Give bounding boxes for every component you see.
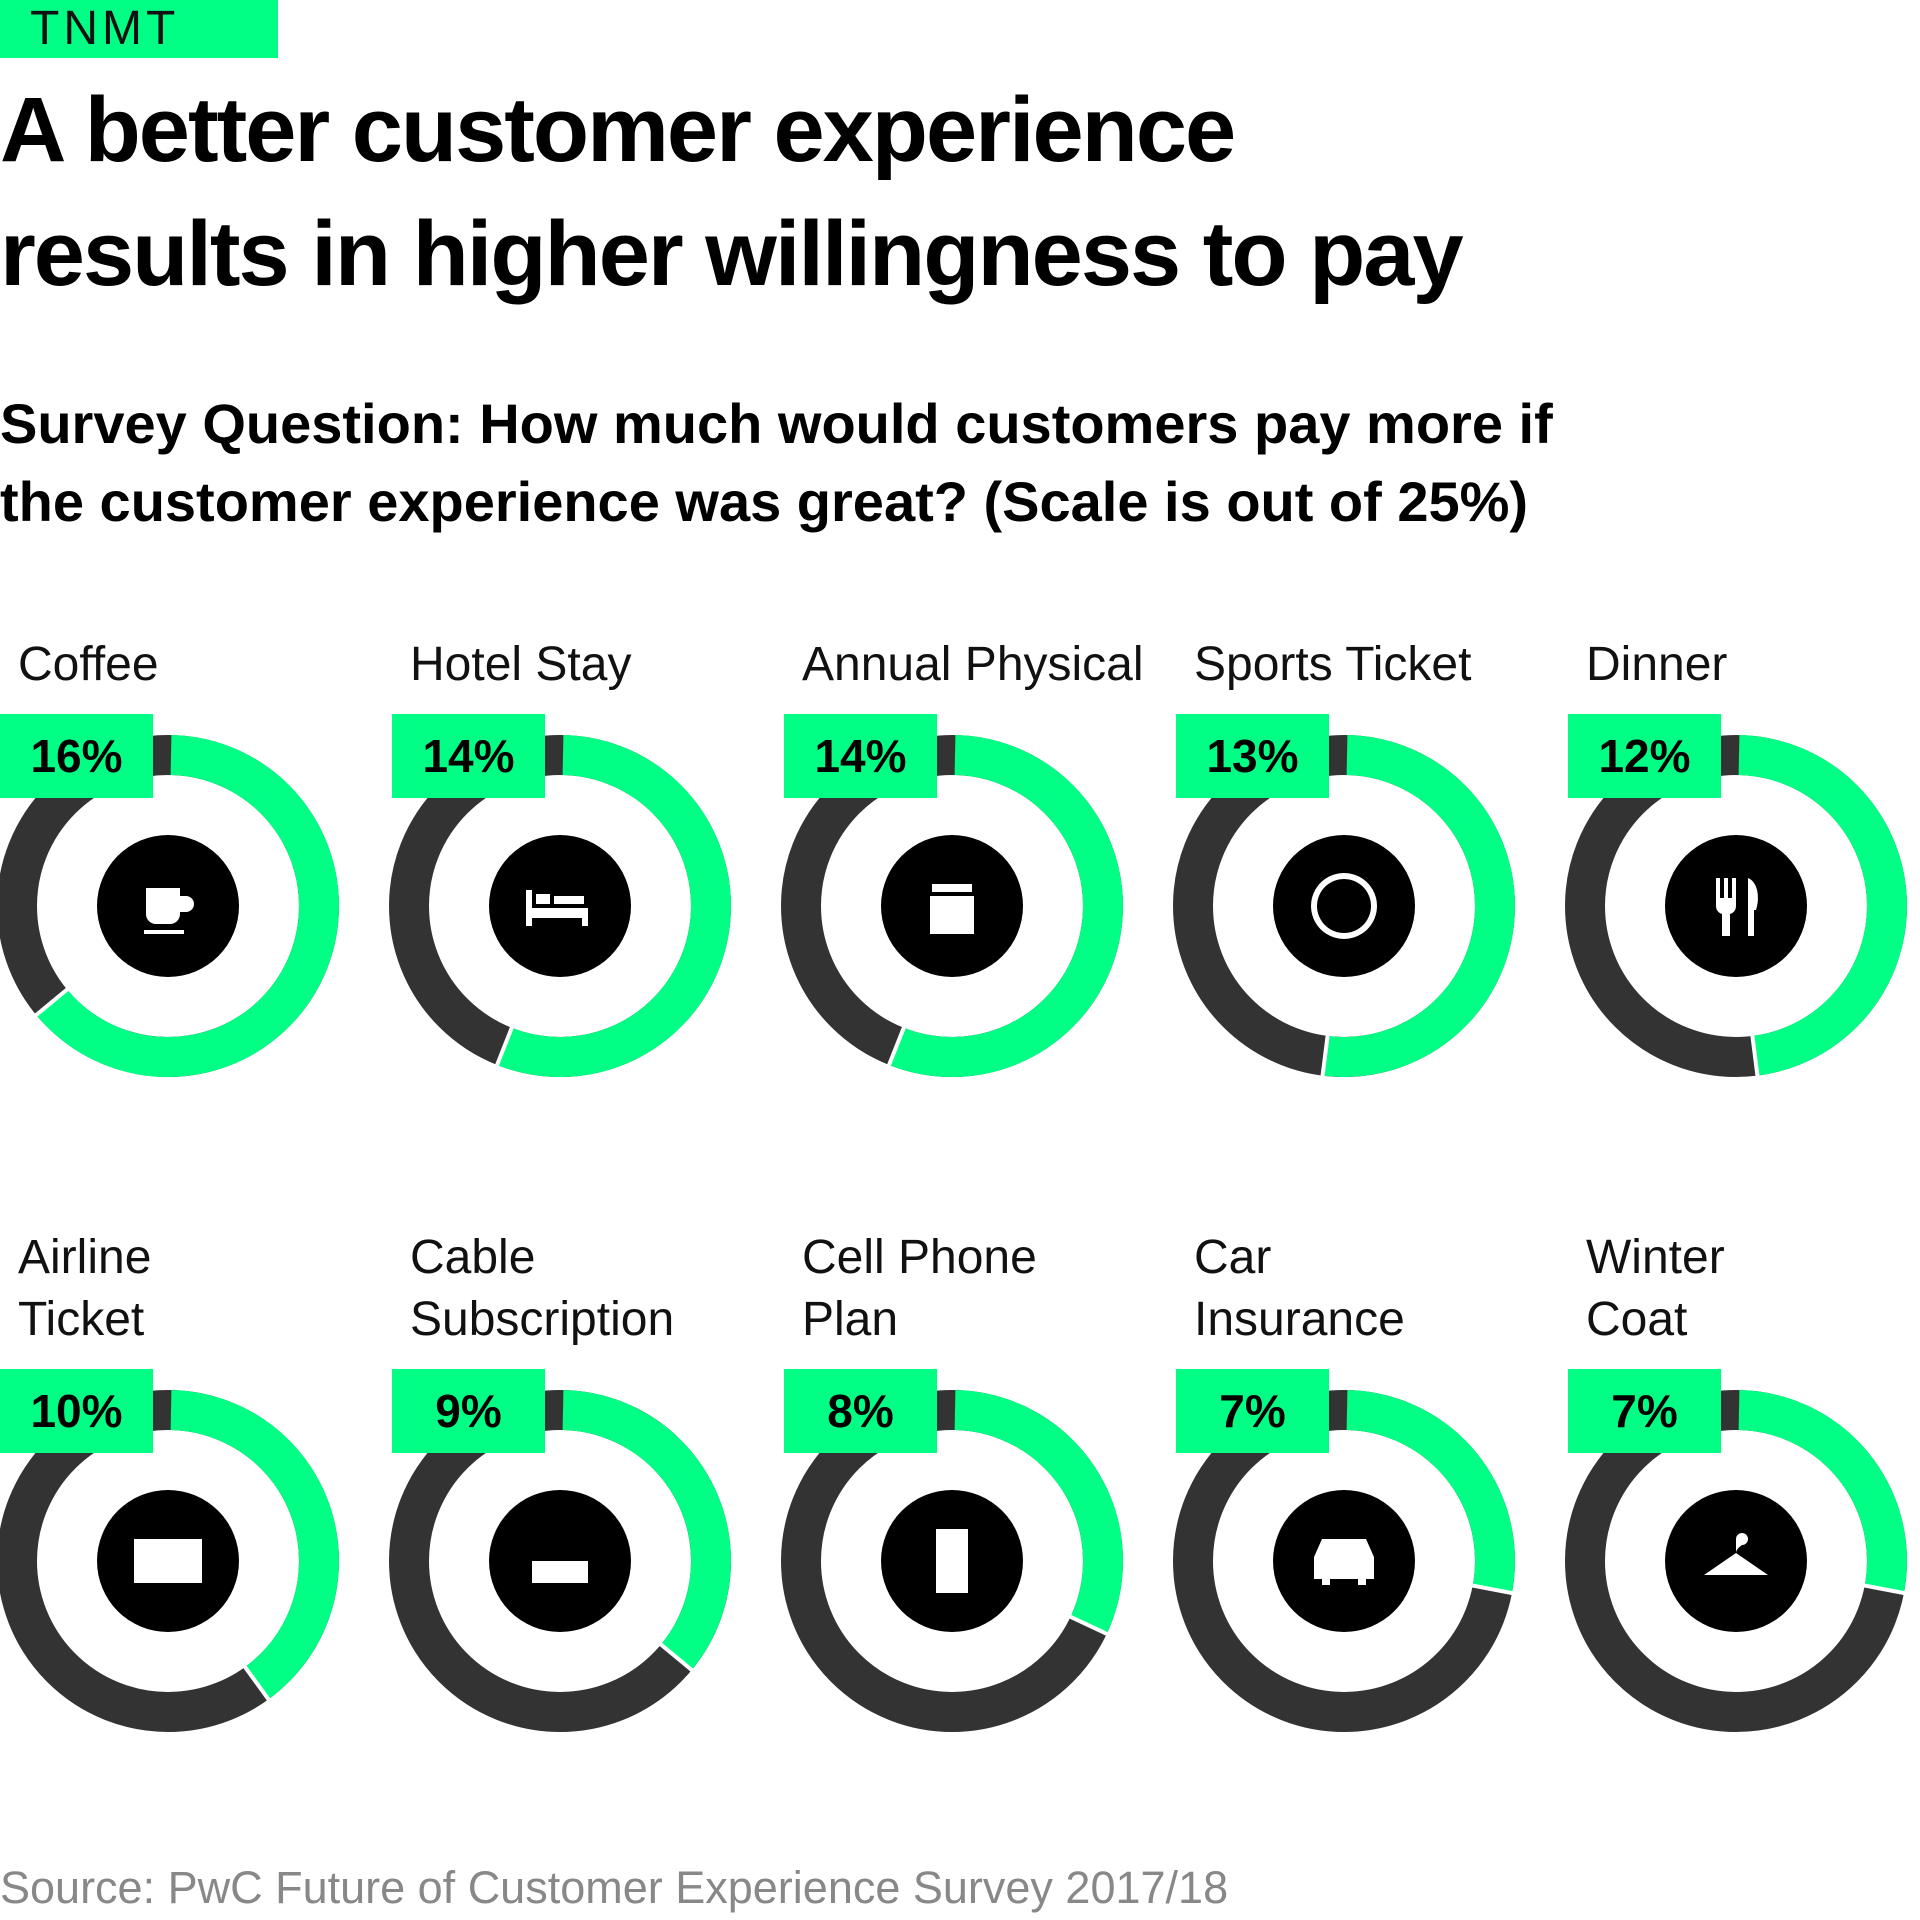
- category-label: Cable Subscription: [410, 1231, 675, 1346]
- icon: [1704, 1533, 1768, 1575]
- value-label: 13%: [1176, 714, 1329, 798]
- ring-value: [954, 1390, 1123, 1634]
- category-label: Coffee: [18, 638, 159, 691]
- icon: [134, 1539, 202, 1583]
- ring-gap: [1452, 1579, 1532, 1599]
- icon: [532, 1535, 588, 1583]
- chart-title: A better customer experience results in …: [0, 79, 1464, 305]
- category-label: Hotel Stay: [410, 638, 632, 691]
- category-label: Winter Coat: [1586, 1231, 1725, 1346]
- category-label: Car Insurance: [1194, 1231, 1405, 1346]
- icon: [930, 884, 974, 934]
- category-label: Dinner: [1586, 638, 1728, 691]
- value-label: 14%: [392, 714, 545, 798]
- ring-gap: [644, 1630, 709, 1685]
- category-label: Sports Ticket: [1194, 638, 1472, 691]
- ring-value: [1346, 1390, 1515, 1594]
- value-label: 7%: [1176, 1369, 1329, 1453]
- ring-gap: [1318, 1015, 1333, 1096]
- ring-gap: [1051, 1606, 1126, 1645]
- ring-value: [1738, 1390, 1907, 1594]
- ring-value: [1738, 735, 1907, 1076]
- ring-gap: [879, 1008, 913, 1085]
- source: Source: PwC Future of Customer Experienc…: [0, 1862, 1229, 1913]
- ring-gap: [231, 1649, 282, 1717]
- icon: [936, 1529, 968, 1593]
- ring-gap: [487, 1008, 521, 1085]
- icon: [1311, 873, 1377, 939]
- ring-value: [562, 1390, 731, 1670]
- icon-disc: [1273, 835, 1415, 977]
- ring-value: [36, 735, 339, 1077]
- value-label: 9%: [392, 1369, 545, 1453]
- value-label: 7%: [1568, 1369, 1721, 1453]
- icon: [1715, 878, 1758, 936]
- ring-gap: [1844, 1579, 1920, 1599]
- ring-value: [889, 735, 1123, 1077]
- ring-value: [497, 735, 731, 1077]
- value-label: 12%: [1568, 714, 1721, 798]
- category-label: Airline Ticket: [18, 1231, 152, 1346]
- brand: TNMT: [0, 0, 278, 58]
- ring-gap: [1747, 1015, 1762, 1096]
- chart-subtitle: Survey Question: How much would customer…: [0, 392, 1553, 533]
- value-label: 10%: [0, 1369, 153, 1453]
- ring-value: [170, 1390, 339, 1700]
- category-label: Annual Physical: [802, 638, 1144, 691]
- value-label: 8%: [784, 1369, 937, 1453]
- icon: [526, 890, 588, 926]
- category-label: Cell Phone Plan: [802, 1231, 1037, 1346]
- value-label: 14%: [784, 714, 937, 798]
- ring-value: [1322, 735, 1515, 1077]
- icon-disc: [489, 835, 631, 977]
- ring-gap: [19, 975, 84, 1030]
- icon: [1314, 1539, 1374, 1585]
- icon: [144, 888, 194, 934]
- value-label: 16%: [0, 714, 153, 798]
